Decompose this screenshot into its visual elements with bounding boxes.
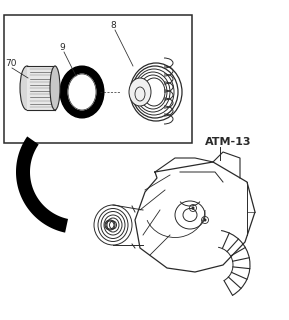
Circle shape (192, 206, 194, 210)
Text: 70: 70 (5, 59, 16, 68)
FancyBboxPatch shape (4, 15, 192, 143)
Ellipse shape (20, 66, 34, 110)
Circle shape (203, 219, 207, 221)
Polygon shape (27, 66, 55, 110)
Ellipse shape (129, 78, 151, 106)
Text: 8: 8 (110, 21, 116, 30)
Polygon shape (16, 136, 68, 233)
Ellipse shape (68, 74, 97, 110)
Text: 9: 9 (59, 43, 65, 52)
Text: ATM-13: ATM-13 (205, 137, 251, 147)
Ellipse shape (50, 66, 60, 110)
Polygon shape (64, 219, 68, 239)
